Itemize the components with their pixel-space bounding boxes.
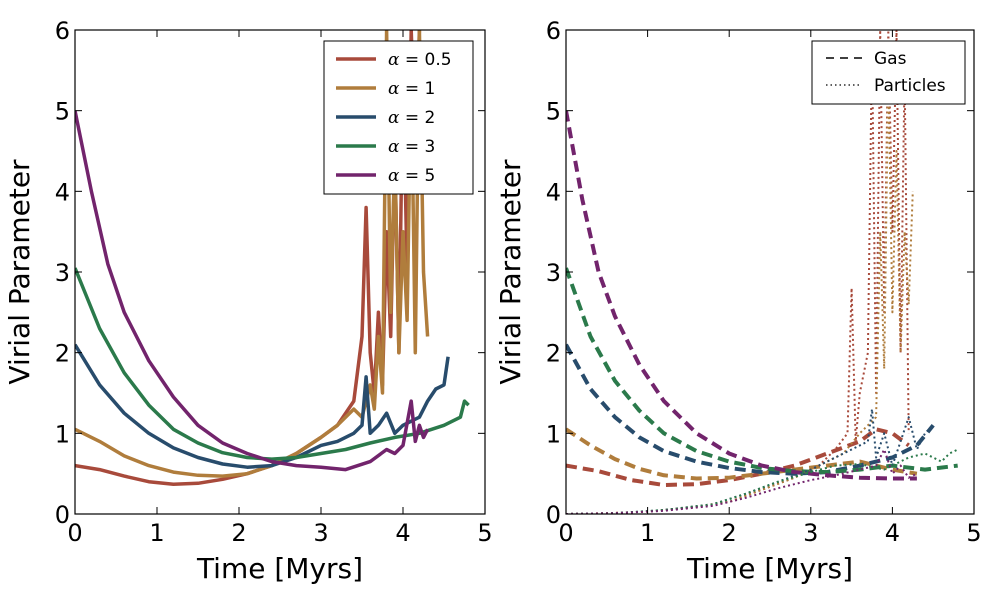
legend-label: Particles	[874, 76, 946, 96]
y-tick-label: 6	[55, 17, 70, 45]
right-chart-panel: 0 1 2 3 4 5 0 1 2 3 4 5 6 Time [Myrs] Virial Parameter…	[494, 17, 982, 585]
y-tick-label: 5	[55, 98, 70, 126]
legend-symbol: α	[388, 79, 400, 99]
legend-value: = 3	[399, 137, 435, 157]
legend: Gas Particles	[811, 40, 966, 105]
y-tick-label: 5	[546, 98, 561, 126]
y-tick-label: 1	[55, 420, 70, 448]
x-tick-label: 3	[313, 519, 328, 547]
x-tick-label: 5	[477, 519, 492, 547]
y-tick-label: 0	[546, 501, 561, 529]
series-line-3	[566, 267, 958, 475]
x-axis-label: Time [Myrs]	[196, 552, 363, 585]
series-line-6	[566, 69, 914, 514]
series-line-4	[566, 110, 917, 481]
series-line-3	[75, 267, 470, 461]
y-tick-label: 2	[55, 340, 70, 368]
series-line-2	[566, 343, 935, 476]
x-tick-label: 4	[885, 519, 900, 547]
series-line-8	[566, 448, 959, 514]
y-tick-label: 1	[546, 420, 561, 448]
y-tick-label: 4	[546, 178, 561, 206]
legend-value: = 1	[399, 79, 435, 99]
x-tick-label: 2	[231, 519, 246, 547]
series-line-4	[75, 110, 430, 472]
legend-label: α = 2	[388, 108, 435, 128]
legend-label: α = 1	[388, 79, 435, 99]
legend-label: α = 5	[388, 166, 435, 186]
x-tick-label: 5	[966, 519, 981, 547]
series-line-1	[566, 427, 918, 481]
series-line-2	[75, 343, 450, 469]
series-line-9	[566, 448, 918, 514]
y-tick-label: 0	[55, 501, 70, 529]
legend-symbol: α	[388, 137, 400, 157]
y-tick-label: 3	[55, 259, 70, 287]
legend-box	[811, 40, 966, 105]
legend: α = 0.5α = 1α = 2α = 3α = 5	[323, 40, 474, 195]
legend-value: = 5	[399, 166, 435, 186]
legend-value: = 0.5	[399, 50, 451, 70]
y-tick-label: 3	[546, 259, 561, 287]
legend-label: Gas	[874, 49, 907, 69]
series-line-0	[566, 427, 910, 487]
legend-symbol: α	[388, 50, 400, 70]
series-line-7	[566, 408, 934, 514]
x-tick-label: 1	[640, 519, 655, 547]
left-chart-panel: 0 1 2 3 4 5 0 1 2 3 4 5 6 Time [Myrs] Virial Parameter…	[3, 17, 493, 585]
y-tick-label: 4	[55, 178, 70, 206]
x-axis-label: Time [Myrs]	[686, 552, 853, 585]
legend-label: α = 3	[388, 137, 435, 157]
y-axis-label: Virial Parameter	[3, 159, 36, 385]
x-tick-label: 4	[395, 519, 410, 547]
y-axis-label: Virial Parameter	[494, 159, 527, 385]
legend-label: α = 0.5	[388, 50, 452, 70]
y-tick-label: 2	[546, 340, 561, 368]
x-tick-label: 1	[149, 519, 164, 547]
series-line-1	[75, 30, 430, 478]
x-tick-label: 2	[722, 519, 737, 547]
series-group	[566, 30, 959, 514]
y-tick-label: 6	[546, 17, 561, 45]
x-tick-label: 0	[67, 519, 82, 547]
legend-symbol: α	[388, 166, 400, 186]
series-group	[75, 30, 470, 486]
legend-value: = 2	[399, 108, 435, 128]
x-tick-label: 0	[558, 519, 573, 547]
legend-symbol: α	[388, 108, 400, 128]
series-line-0	[75, 30, 422, 486]
x-tick-label: 3	[803, 519, 818, 547]
